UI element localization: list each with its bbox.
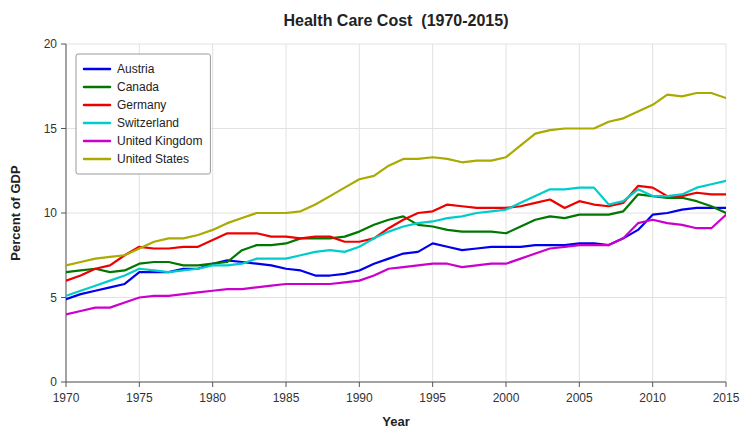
legend-label: Germany bbox=[117, 98, 166, 112]
x-tick-label: 2015 bbox=[713, 391, 740, 405]
legend-label: Switzerland bbox=[117, 116, 179, 130]
x-tick bbox=[432, 382, 433, 387]
series-line bbox=[66, 208, 726, 299]
y-grid-line bbox=[66, 213, 726, 214]
x-tick bbox=[506, 382, 507, 387]
legend-box bbox=[76, 54, 210, 174]
x-tick-label: 1980 bbox=[199, 391, 226, 405]
series-line bbox=[66, 215, 726, 315]
x-tick bbox=[286, 382, 287, 387]
y-axis-line bbox=[66, 44, 67, 382]
axes: 1970197519801985199019952000200520102015… bbox=[44, 37, 740, 405]
y-grid-line bbox=[66, 382, 726, 383]
chart: 1970197519801985199019952000200520102015… bbox=[0, 0, 750, 440]
legend-label: United States bbox=[117, 152, 189, 166]
y-tick-label: 10 bbox=[44, 206, 58, 220]
y-tick bbox=[61, 297, 66, 298]
series-lines bbox=[66, 93, 726, 314]
legend-label: United Kingdom bbox=[117, 134, 202, 148]
y-grid-line bbox=[66, 44, 726, 45]
y-tick bbox=[61, 128, 66, 129]
x-tick-label: 1975 bbox=[126, 391, 153, 405]
x-tick-label: 1990 bbox=[346, 391, 373, 405]
legend-swatch bbox=[84, 158, 110, 161]
x-tick-label: 1970 bbox=[53, 391, 80, 405]
x-tick bbox=[579, 382, 580, 387]
x-tick-label: 2000 bbox=[493, 391, 520, 405]
y-tick bbox=[61, 382, 66, 383]
legend: Austria Canada Germany Switzerland United Ki… bbox=[76, 54, 210, 174]
y-grid-line bbox=[66, 297, 726, 298]
x-tick bbox=[212, 382, 213, 387]
y-tick bbox=[61, 213, 66, 214]
x-tick bbox=[359, 382, 360, 387]
x-tick-label: 1995 bbox=[419, 391, 446, 405]
x-tick bbox=[139, 382, 140, 387]
y-tick-label: 20 bbox=[44, 37, 58, 51]
y-tick-label: 0 bbox=[50, 375, 57, 389]
grid bbox=[66, 44, 726, 382]
x-tick-label: 2010 bbox=[639, 391, 666, 405]
x-tick-label: 2005 bbox=[566, 391, 593, 405]
x-grid-line bbox=[66, 44, 67, 382]
legend-swatch bbox=[84, 68, 110, 71]
x-tick bbox=[66, 382, 67, 387]
y-tick-label: 15 bbox=[44, 122, 58, 136]
legend-swatch bbox=[84, 104, 110, 107]
y-axis-label: Percent of GDP bbox=[8, 165, 23, 261]
x-tick bbox=[726, 382, 727, 387]
legend-label: Canada bbox=[117, 80, 159, 94]
background bbox=[0, 0, 750, 440]
legend-label: Austria bbox=[117, 62, 155, 76]
x-tick bbox=[652, 382, 653, 387]
x-axis-line bbox=[66, 382, 726, 383]
series-line bbox=[66, 93, 726, 265]
x-tick-label: 1985 bbox=[273, 391, 300, 405]
y-tick-label: 5 bbox=[50, 291, 57, 305]
title: Health Care Cost (1970-2015) bbox=[284, 12, 509, 29]
x-axis-label: Year bbox=[382, 414, 409, 429]
legend-swatch bbox=[84, 140, 110, 143]
legend-swatch bbox=[84, 122, 110, 125]
y-tick bbox=[61, 44, 66, 45]
legend-swatch bbox=[84, 86, 110, 89]
